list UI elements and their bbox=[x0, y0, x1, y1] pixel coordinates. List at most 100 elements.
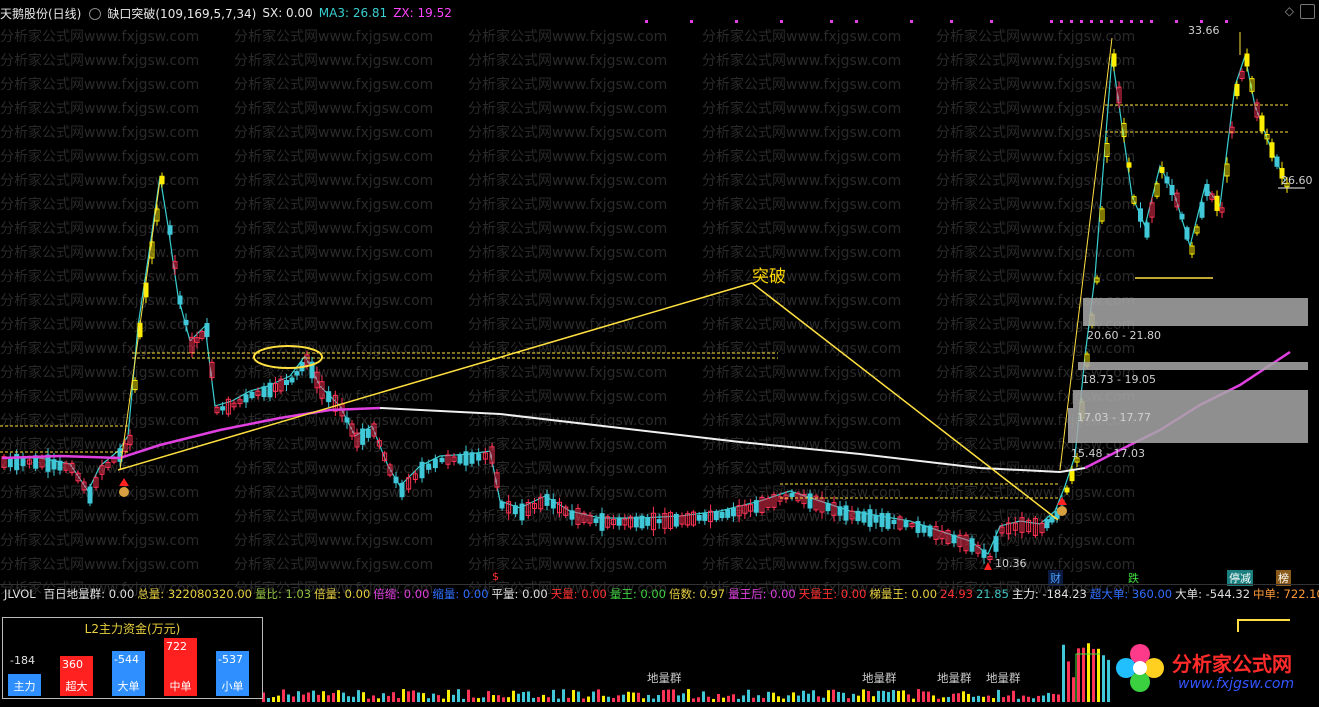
money-bag-icon bbox=[1057, 506, 1067, 516]
volume-bar bbox=[787, 695, 790, 702]
volume-bar bbox=[287, 694, 290, 702]
volume-bar bbox=[482, 697, 485, 702]
signal-dot bbox=[830, 20, 833, 23]
indicator-name[interactable]: JLVOL bbox=[4, 587, 36, 601]
volume-bar bbox=[817, 696, 820, 702]
candle-body bbox=[759, 496, 765, 514]
candle-body bbox=[879, 512, 885, 528]
volume-bar bbox=[367, 698, 370, 702]
candle-body bbox=[813, 495, 819, 511]
formula-name[interactable]: 缺口突破(109,169,5,7,34) bbox=[107, 6, 257, 21]
candle-body bbox=[1111, 53, 1117, 67]
candle-body bbox=[909, 522, 915, 528]
volume-bar bbox=[537, 697, 540, 702]
stock-title[interactable]: 天鹅股份(日线) bbox=[0, 6, 82, 21]
candle-body bbox=[639, 515, 645, 529]
rise-line bbox=[1059, 37, 1113, 471]
candle-body bbox=[557, 501, 562, 514]
volume-bar bbox=[377, 698, 380, 702]
l2-bar-name: 主力 bbox=[13, 680, 36, 693]
volume-bar bbox=[502, 697, 505, 702]
volume-bar bbox=[947, 697, 950, 702]
breakthrough-annotation: 突破 bbox=[752, 267, 786, 287]
candle-body bbox=[538, 496, 544, 510]
main-candlestick-chart[interactable] bbox=[0, 0, 1319, 585]
volume-bar bbox=[512, 690, 515, 702]
indicator-item: 天量: 0.00 bbox=[550, 587, 607, 601]
candle-body bbox=[294, 371, 300, 376]
window-box-icon[interactable] bbox=[1300, 4, 1315, 19]
volume-bar bbox=[542, 694, 545, 702]
volume-bar bbox=[1107, 659, 1110, 702]
candle-body bbox=[668, 512, 674, 529]
volume-panel[interactable] bbox=[0, 602, 1319, 703]
candle-body bbox=[167, 225, 173, 235]
candle-body bbox=[387, 464, 393, 476]
l2-bar-name: 中单 bbox=[169, 680, 192, 693]
candle-body bbox=[1044, 519, 1050, 529]
volume-bar bbox=[747, 689, 750, 702]
low-price-label: 10.36 bbox=[995, 557, 1027, 570]
volume-bar bbox=[532, 697, 535, 702]
signal-dot bbox=[1050, 20, 1053, 23]
candle-body bbox=[499, 501, 505, 509]
settings-circle-icon[interactable] bbox=[89, 8, 102, 20]
indicator-item: 百日地量群: 0.00 bbox=[43, 587, 135, 601]
volume-bar bbox=[882, 690, 885, 702]
volume-bar bbox=[1072, 677, 1075, 702]
volume-bar bbox=[282, 689, 285, 702]
volume-bar bbox=[272, 697, 275, 702]
volume-bar bbox=[697, 697, 700, 702]
volume-bar bbox=[557, 698, 560, 702]
signal-dot bbox=[1070, 20, 1073, 23]
candle-body bbox=[63, 462, 69, 471]
volume-bar bbox=[677, 695, 680, 702]
candle-body bbox=[506, 501, 512, 514]
suspend-marker[interactable]: 停减 bbox=[1227, 570, 1253, 586]
candle-body bbox=[725, 509, 731, 518]
volume-bar bbox=[927, 691, 930, 702]
volume-bar bbox=[762, 697, 765, 702]
candle-body bbox=[494, 472, 500, 488]
volume-bar bbox=[347, 696, 350, 702]
dollar-marker[interactable]: $ bbox=[492, 570, 499, 583]
candle-body bbox=[255, 390, 261, 396]
candle-body bbox=[599, 513, 605, 531]
volume-bar bbox=[672, 689, 675, 702]
finance-marker[interactable]: 财 bbox=[1048, 570, 1063, 586]
l2-bar: 超大 bbox=[60, 656, 93, 696]
volume-bar bbox=[712, 698, 715, 702]
candle-body bbox=[771, 494, 777, 508]
volume-bar bbox=[857, 695, 860, 702]
volume-bar bbox=[567, 697, 570, 702]
candle-body bbox=[587, 514, 593, 524]
candle-body bbox=[563, 506, 569, 516]
candle-body bbox=[690, 511, 696, 526]
signal-dot bbox=[950, 20, 953, 23]
volume-bar bbox=[357, 690, 360, 702]
l2-fund-panel: L2主力资金(万元) 主力 -184 超大 360 大单 -544 中单 722 小单 -537 bbox=[2, 617, 263, 699]
gap-zone bbox=[1083, 298, 1308, 326]
rank-marker[interactable]: 榜 bbox=[1276, 570, 1291, 586]
candle-body bbox=[1184, 227, 1190, 240]
signal-dot bbox=[1200, 20, 1203, 23]
volume-bar bbox=[1042, 695, 1045, 702]
candle-body bbox=[406, 477, 412, 490]
candle-body bbox=[873, 515, 879, 523]
volume-bar bbox=[1027, 696, 1030, 702]
candle-body bbox=[127, 434, 133, 446]
gap-zone bbox=[1068, 408, 1308, 443]
candle-body bbox=[593, 518, 599, 523]
volume-bar bbox=[627, 691, 630, 702]
volume-bar bbox=[662, 690, 665, 702]
drop-marker[interactable]: 跌 bbox=[1128, 572, 1139, 585]
volume-bar bbox=[722, 697, 725, 702]
volume-bar bbox=[797, 695, 800, 702]
volume-bar bbox=[967, 693, 970, 702]
diamond-icon[interactable]: ◇ bbox=[1284, 4, 1294, 18]
volume-bar bbox=[752, 697, 755, 702]
candle-body bbox=[1144, 222, 1150, 238]
candle-body bbox=[382, 452, 388, 461]
volume-bar bbox=[1012, 690, 1015, 702]
volume-bar bbox=[307, 692, 310, 702]
